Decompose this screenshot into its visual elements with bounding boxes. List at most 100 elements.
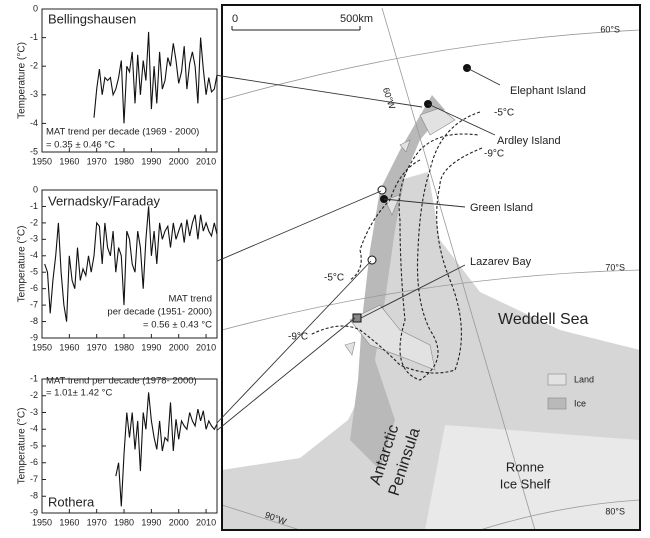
leader-line: [383, 198, 466, 208]
y-tick-label: -6: [30, 457, 38, 467]
x-tick-label: 1990: [141, 517, 161, 527]
sea-label: Weddell Sea: [498, 311, 589, 328]
x-tick-label: 2000: [169, 342, 189, 352]
x-tick-label: 2000: [169, 517, 189, 527]
y-tick-label: -7: [30, 299, 38, 309]
x-tick-label: 1980: [114, 517, 134, 527]
chart-title: Rothera: [48, 494, 95, 509]
place-label: Ardley Island: [497, 135, 561, 147]
x-tick-label: 1990: [141, 156, 161, 166]
y-tick-label: 0: [33, 3, 38, 13]
leader-line: [466, 67, 501, 86]
latitude-line: [221, 269, 641, 331]
latitude-line: [479, 499, 641, 531]
y-tick-label: -4: [30, 118, 38, 128]
scale-label: 500km: [340, 13, 373, 25]
plot-frame: [41, 189, 218, 339]
x-tick-label: 2010: [196, 517, 216, 527]
y-tick-label: -1: [30, 201, 38, 211]
peninsula-ice: [350, 95, 445, 470]
annotation: MAT trend per decade (1978- 2000): [46, 376, 197, 387]
x-tick-label: 2000: [169, 156, 189, 166]
data-line: [44, 206, 218, 322]
site-marker: [377, 185, 387, 195]
x-tick-label: 1970: [87, 517, 107, 527]
annotation: = 0.56 ± 0.43 °C: [143, 320, 212, 331]
place-label: Elephant Island: [510, 85, 586, 97]
scale-label: 0: [232, 13, 238, 25]
leader-line: [427, 103, 496, 136]
y-tick-label: -8: [30, 316, 38, 326]
x-tick-label: 1970: [87, 156, 107, 166]
ice-shelf-label: Ice Shelf: [500, 476, 551, 491]
x-tick-label: 1970: [87, 342, 107, 352]
isotherm: [309, 147, 483, 374]
annotation: MAT trend per decade (1969 - 2000): [46, 127, 199, 138]
connector: [214, 260, 372, 426]
map: 0 500km 60°S 70°S 80°S 60°W 90°W Elephan…: [221, 4, 641, 531]
x-tick-label: 1960: [59, 156, 79, 166]
place-label: Lazarev Bay: [470, 256, 532, 268]
y-axis-label: Temperature (°C): [17, 42, 28, 119]
isotherm-label: -5°C: [324, 273, 344, 284]
y-tick-label: -2: [30, 217, 38, 227]
y-tick-label: -2: [30, 61, 38, 71]
latitude-label: 80°S: [605, 506, 625, 516]
y-tick-label: -5: [30, 267, 38, 277]
y-tick-label: -9: [30, 332, 38, 342]
longitude-line: [381, 7, 536, 531]
ice-shelf-label: Ronne: [506, 459, 544, 474]
legend-swatch: [547, 397, 567, 410]
connector: [214, 317, 356, 433]
y-tick-label: -4: [30, 424, 38, 434]
isotherm: [349, 159, 421, 281]
charts: 0 -1 -2 -3 -4 -5 1950 1960 1970 1980 1990 2000 2010 T…: [17, 3, 218, 527]
y-axis-label: Temperature (°C): [17, 408, 28, 485]
annotation: = 1.01± 1.42 °C: [46, 388, 112, 399]
connector: [214, 74, 423, 108]
legend-label: Land: [574, 374, 594, 384]
longitude-line: [221, 504, 301, 531]
connector: [214, 190, 382, 263]
isotherm-label: -9°C: [484, 149, 504, 160]
latitude-label: 60°S: [600, 24, 620, 34]
x-tick-label: 1950: [32, 517, 52, 527]
y-tick-label: -3: [30, 89, 38, 99]
latitude-label: 70°S: [605, 262, 625, 272]
y-tick-label: -7: [30, 474, 38, 484]
x-tick-label: 2010: [196, 342, 216, 352]
annotation: per decade (1951- 2000): [107, 307, 212, 318]
map-frame: [221, 4, 641, 531]
ice-shelf: [425, 425, 640, 530]
y-axis-label: Temperature (°C): [17, 226, 28, 303]
y-tick-label: -1: [30, 32, 38, 42]
y-tick-label: -3: [30, 234, 38, 244]
x-tick-label: 1960: [59, 342, 79, 352]
land-islands: [344, 107, 456, 371]
x-tick-label: 2010: [196, 156, 216, 166]
y-tick-label: -9: [30, 507, 38, 517]
y-tick-label: -5: [30, 440, 38, 450]
y-tick-label: -1: [30, 373, 38, 383]
isotherm: [398, 111, 481, 381]
site-marker: [352, 313, 362, 323]
annotation: MAT trend: [169, 294, 212, 305]
legend-label: Ice: [574, 398, 586, 408]
y-tick-label: -6: [30, 283, 38, 293]
x-tick-label: 1960: [59, 517, 79, 527]
chart-title: Vernadsky/Faraday: [48, 193, 161, 208]
y-tick-label: -5: [30, 146, 38, 156]
legend-swatch: [547, 373, 567, 386]
x-tick-label: 1990: [141, 342, 161, 352]
chart-title: Bellingshausen: [48, 11, 136, 26]
data-line: [115, 392, 218, 507]
plot-frame: [41, 378, 218, 514]
data-line: [93, 31, 218, 124]
x-tick-label: 1980: [114, 156, 134, 166]
x-tick-label: 1980: [114, 342, 134, 352]
x-tick-label: 1950: [32, 342, 52, 352]
y-tick-label: 0: [33, 184, 38, 194]
y-tick-label: -2: [30, 390, 38, 400]
y-tick-label: -3: [30, 407, 38, 417]
